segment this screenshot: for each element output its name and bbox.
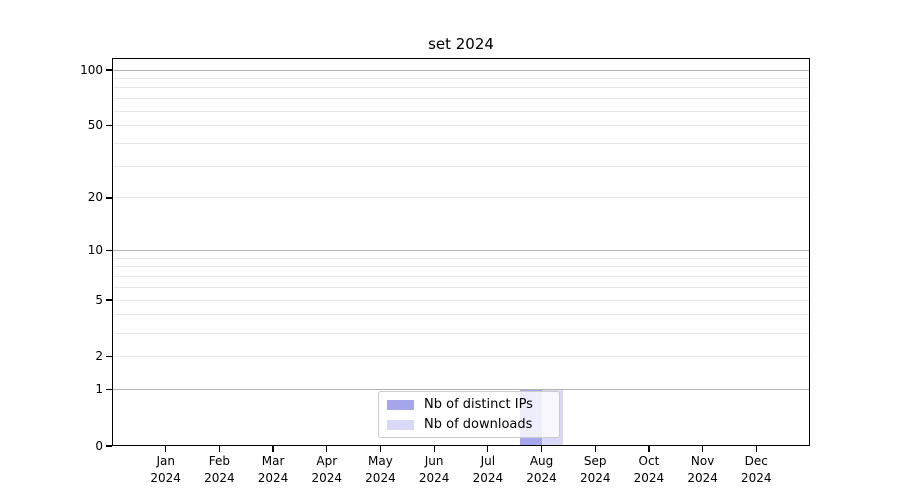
minor-gridline xyxy=(112,266,810,268)
x-tick-label: Mar 2024 xyxy=(257,454,289,485)
x-axis-tick xyxy=(218,446,220,452)
minor-gridline xyxy=(112,77,810,79)
x-tick-label: Jan 2024 xyxy=(150,454,181,485)
minor-gridline xyxy=(112,314,810,316)
y-tick-label: 10 xyxy=(87,243,103,258)
minor-gridline xyxy=(112,125,810,127)
x-tick-label: Jun 2024 xyxy=(418,454,450,485)
y-tick-label: 0 xyxy=(95,438,103,453)
x-tick-label: Apr 2024 xyxy=(311,454,343,485)
y-tick-label: 5 xyxy=(95,292,103,307)
plot-border xyxy=(112,58,810,446)
legend-item: Nb of downloads xyxy=(387,417,551,432)
minor-gridline xyxy=(112,355,810,357)
legend-swatch-nb-of-distinct-ips xyxy=(387,399,414,410)
x-axis-tick xyxy=(272,446,274,452)
x-axis-tick xyxy=(702,446,704,452)
x-axis-tick xyxy=(433,446,435,452)
minor-gridline xyxy=(112,110,810,112)
y-axis-tick xyxy=(106,299,112,301)
minor-gridline xyxy=(112,142,810,144)
minor-gridline xyxy=(112,286,810,288)
minor-gridline xyxy=(112,87,810,89)
x-axis-tick xyxy=(326,446,328,452)
y-axis-tick xyxy=(106,197,112,199)
x-axis-tick xyxy=(755,446,757,452)
minor-gridline xyxy=(112,98,810,100)
x-axis-tick xyxy=(379,446,382,452)
x-axis-tick xyxy=(594,446,596,452)
x-tick-label: May 2024 xyxy=(365,454,396,485)
minor-gridline xyxy=(112,299,810,301)
x-tick-label: Jul 2024 xyxy=(472,454,504,485)
legend: Nb of distinct IPs Nb of downloads xyxy=(378,391,560,438)
major-gridline xyxy=(112,389,810,391)
y-tick-label: 2 xyxy=(95,348,103,363)
y-axis-tick xyxy=(106,355,112,358)
x-tick-label: Feb 2024 xyxy=(204,454,235,485)
major-gridline xyxy=(112,69,810,71)
y-tick-label: 100 xyxy=(80,62,103,77)
x-tick-label: Oct 2024 xyxy=(633,454,665,485)
legend-label: Nb of distinct IPs xyxy=(424,397,533,412)
legend-label: Nb of downloads xyxy=(424,417,533,432)
x-axis-tick xyxy=(648,446,650,452)
y-axis-tick xyxy=(106,388,112,391)
minor-gridline xyxy=(112,165,810,167)
x-tick-label: Dec 2024 xyxy=(741,454,772,485)
y-axis-tick xyxy=(106,69,112,71)
y-axis-tick xyxy=(106,250,112,252)
x-tick-label: Nov 2024 xyxy=(687,454,718,485)
x-axis-tick xyxy=(487,446,489,452)
chart-title: set 2024 xyxy=(428,35,494,53)
y-tick-label: 20 xyxy=(87,190,103,205)
x-axis-tick xyxy=(165,446,167,452)
legend-item: Nb of distinct IPs xyxy=(387,397,551,412)
x-axis-tick xyxy=(540,446,543,452)
y-tick-label: 50 xyxy=(87,118,103,133)
y-axis-tick xyxy=(106,125,112,127)
legend-swatch-nb-of-downloads xyxy=(387,419,414,430)
minor-gridline xyxy=(112,257,810,259)
y-axis-tick xyxy=(106,445,112,447)
y-tick-label: 1 xyxy=(95,382,103,397)
x-tick-label: Aug 2024 xyxy=(526,454,557,485)
major-gridline xyxy=(112,250,810,252)
minor-gridline xyxy=(112,197,810,199)
x-tick-label: Sep 2024 xyxy=(579,454,611,485)
minor-gridline xyxy=(112,276,810,278)
minor-gridline xyxy=(112,332,810,334)
